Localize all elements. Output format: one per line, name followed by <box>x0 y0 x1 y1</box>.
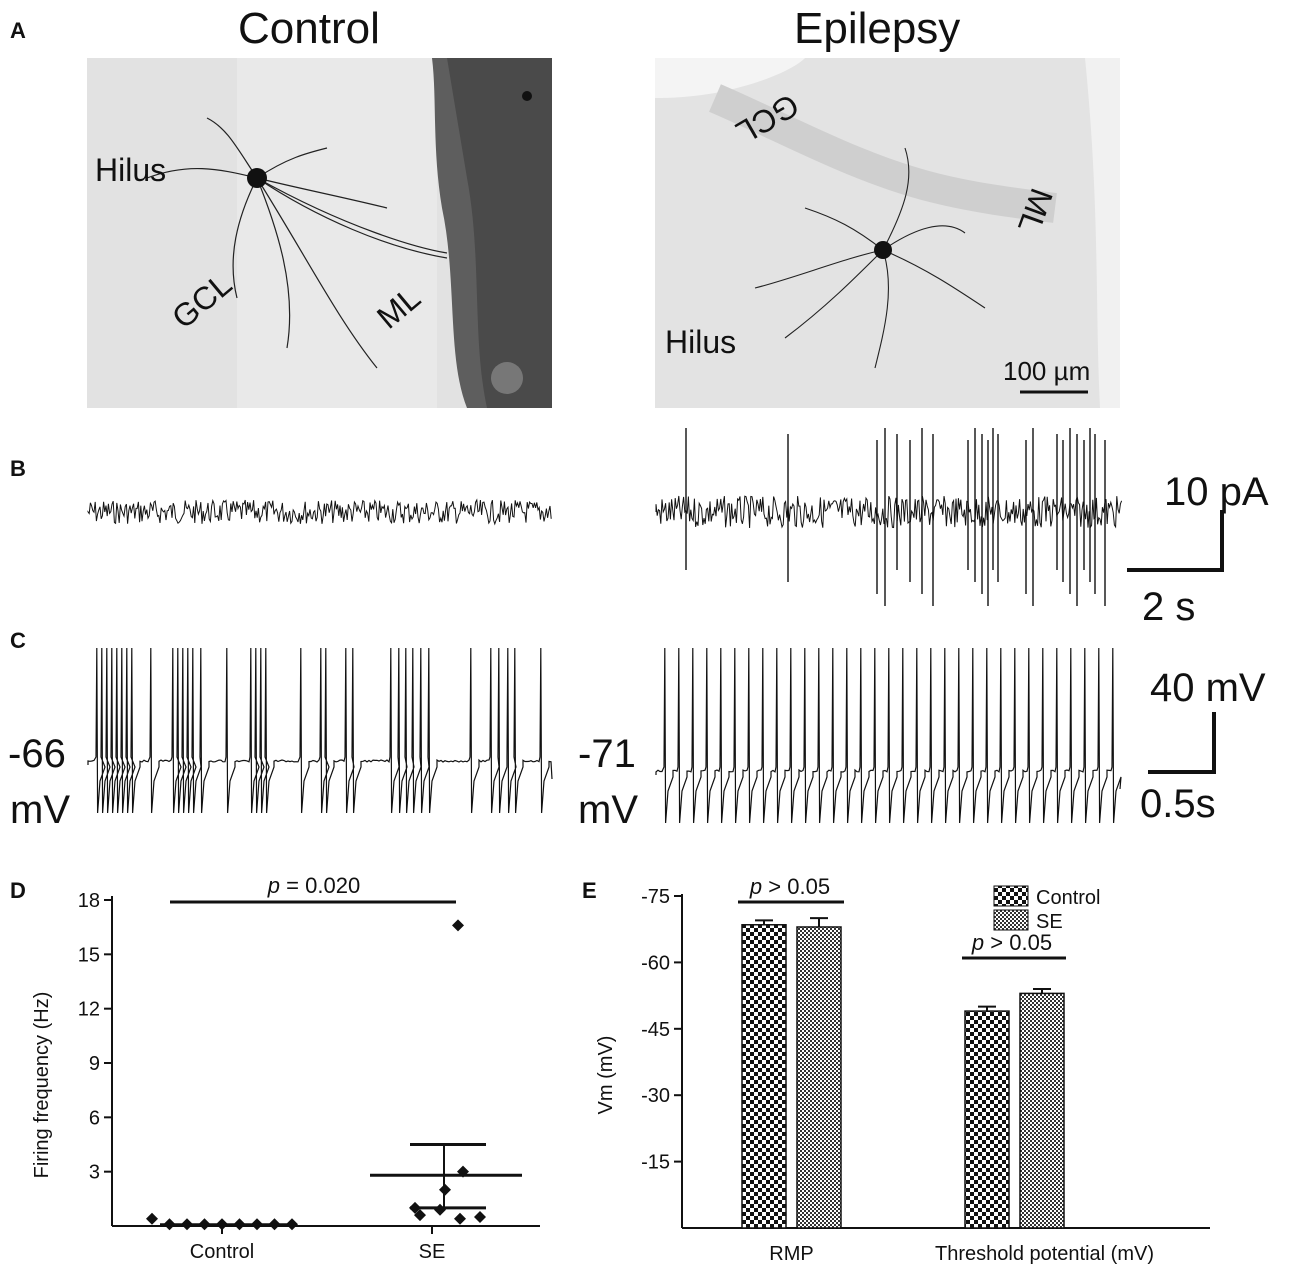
d-point-se <box>434 1203 446 1216</box>
d-point-se <box>454 1212 466 1225</box>
epilepsy-current-trace <box>655 495 1123 529</box>
d-point-se <box>414 1209 426 1222</box>
epilepsy-hilus-label: Hilus <box>665 324 737 360</box>
panel-letter-b: B <box>10 456 26 481</box>
panel-letter-a: A <box>10 18 26 43</box>
scale-voltage-label: 40 mV <box>1150 666 1266 710</box>
e-bar-se <box>1019 992 1065 1229</box>
e-ylabel: Vm (mV) <box>595 1036 617 1115</box>
scale-time-label-c: 0.5s <box>1140 782 1216 826</box>
e-p-italic-2: p <box>971 930 984 955</box>
d-point-control <box>146 1212 158 1225</box>
scale-current-label: 10 pA <box>1164 470 1269 514</box>
e-y-tick-label: -15 <box>641 1152 670 1174</box>
d-y-tick-label: 15 <box>78 944 100 966</box>
panel-letter-e: E <box>582 878 597 903</box>
panel-c-traces <box>87 647 1122 824</box>
e-p-annotation-threshold: p > 0.05 <box>971 930 1052 955</box>
d-p-text: = 0.020 <box>280 873 360 898</box>
e-bar-control <box>741 924 787 1229</box>
panel-b-scale-bar <box>1127 510 1224 572</box>
control-current-trace <box>87 498 552 526</box>
e-p-text-1: > 0.05 <box>762 874 830 899</box>
control-voltage-trace <box>87 647 553 814</box>
e-bar-control <box>964 1010 1010 1229</box>
d-p-italic: p <box>267 873 280 898</box>
legend-swatch-se <box>993 909 1029 931</box>
control-rmp-value: -66 <box>8 732 66 776</box>
e-p-italic-1: p <box>749 874 762 899</box>
control-micrograph-image <box>87 58 552 408</box>
d-y-tick-label: 12 <box>78 999 100 1021</box>
epilepsy-rmp-value: -71 <box>578 732 636 776</box>
d-point-se <box>474 1210 486 1223</box>
epilepsy-rmp-unit: mV <box>578 788 638 832</box>
legend-label-se: SE <box>1036 911 1063 933</box>
epilepsy-voltage-trace <box>655 647 1122 824</box>
panel-b-traces <box>87 428 1123 606</box>
e-p-text-2: > 0.05 <box>984 930 1052 955</box>
d-y-tick-label: 6 <box>89 1107 100 1129</box>
d-y-tick-label: 3 <box>89 1162 100 1184</box>
e-y-tick-label: -30 <box>641 1085 670 1107</box>
panel-d-chart: Firing frequency (Hz) p = 0.020 3 6 9 12 15 1… <box>31 873 540 1263</box>
epilepsy-micrograph: GCL ML Hilus 100 µm <box>655 58 1120 408</box>
panel-letter-c: C <box>10 628 26 653</box>
d-y-tick-label: 9 <box>89 1053 100 1075</box>
d-x-tick-label: Control <box>190 1241 254 1263</box>
e-bar-se <box>796 926 842 1229</box>
control-title: Control <box>238 4 380 53</box>
panel-c-scale-bar <box>1148 712 1216 774</box>
control-hilus-label: Hilus <box>95 152 167 188</box>
control-micrograph: Hilus GCL ML <box>87 58 552 408</box>
d-y-tick-label: 18 <box>78 890 100 912</box>
epilepsy-micrograph-image <box>655 58 1120 408</box>
scale-bar-label: 100 µm <box>1003 356 1091 386</box>
e-x-tick-label: RMP <box>769 1243 813 1265</box>
d-p-annotation: p = 0.020 <box>267 873 360 898</box>
panel-e-chart: Vm (mV) p > 0.05 p > 0.05 Control SE -15… <box>595 874 1210 1265</box>
epilepsy-title: Epilepsy <box>794 4 961 53</box>
legend-label-control: Control <box>1036 887 1100 909</box>
e-y-tick-label: -60 <box>641 952 670 974</box>
scale-time-label-b: 2 s <box>1142 585 1196 629</box>
d-ylabel: Firing frequency (Hz) <box>31 992 53 1179</box>
d-point-control <box>286 1218 298 1231</box>
panel-letter-d: D <box>10 878 26 903</box>
e-y-tick-label: -75 <box>641 886 670 908</box>
d-x-tick-label: SE <box>419 1241 446 1263</box>
e-y-tick-label: -45 <box>641 1019 670 1041</box>
legend-swatch-control <box>993 885 1029 907</box>
d-point-se <box>452 919 464 932</box>
e-p-annotation-rmp: p > 0.05 <box>749 874 830 899</box>
control-rmp-unit: mV <box>10 788 70 832</box>
e-x-tick-label: Threshold potential (mV) <box>935 1243 1154 1265</box>
